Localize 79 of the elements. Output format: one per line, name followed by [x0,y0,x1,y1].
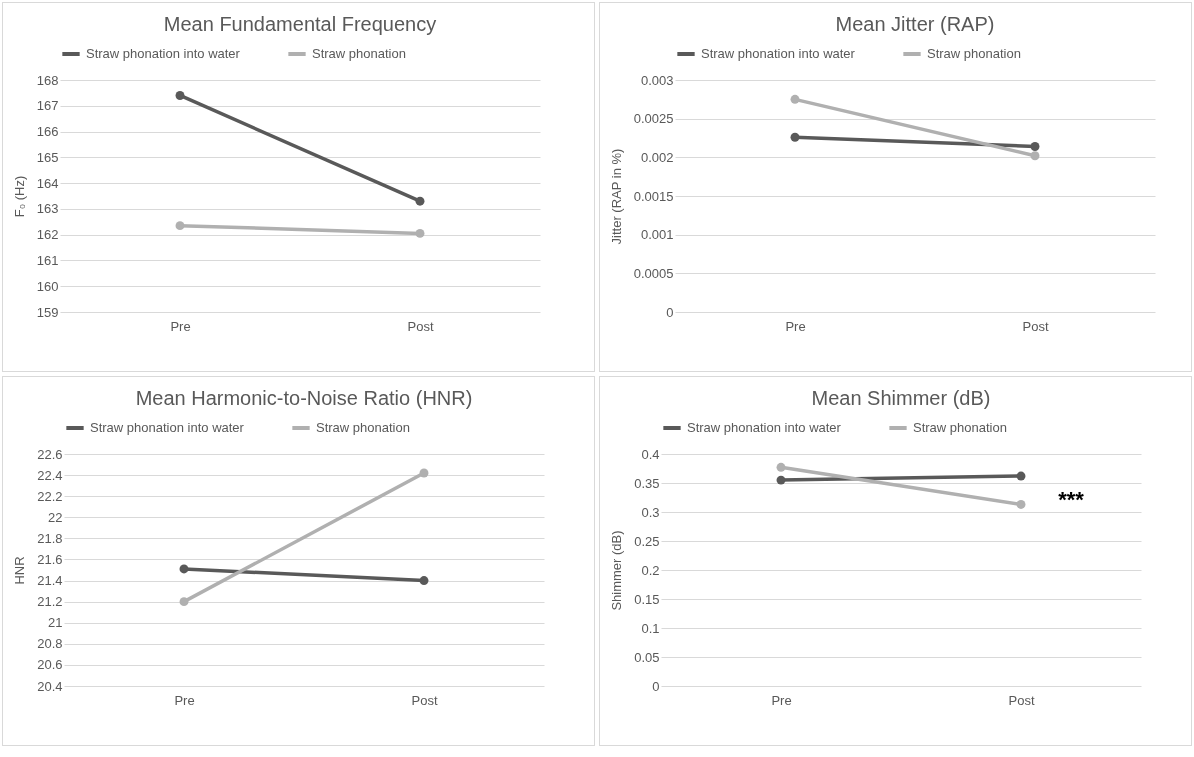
y-tick-label: 0.002 [640,149,674,165]
y-tick-label: 22 [48,509,63,525]
point [1016,471,1026,481]
y-tick-label: 0.0025 [633,111,674,127]
y-axis-title: Shimmer (dB) [609,530,625,611]
y-tick-label: 22.4 [37,467,63,483]
y-tick-label: 0.4 [641,446,660,462]
y-tick-label: 0.35 [634,475,660,491]
annotation: *** [1058,487,1085,513]
y-tick-label: 0.15 [634,591,660,607]
point [1030,151,1040,161]
y-tick-label: 167 [36,98,59,114]
x-tick-label: Post [1008,692,1035,708]
y-tick-label: 159 [36,304,59,320]
point [175,221,185,231]
y-axis-title: Jitter (RAP in %) [608,148,624,245]
point [179,597,189,607]
legend-label: Straw phonation into water [687,420,842,435]
point [1016,500,1026,509]
y-tick-label: 0.3 [641,504,660,520]
point [1030,142,1040,151]
x-tick-label: Pre [771,692,792,708]
y-tick-label: 160 [36,278,59,294]
y-axis-title: F₀ (Hz) [11,175,27,218]
y-tick-label: 0.003 [640,72,674,88]
chart-title: Mean Shimmer (dB) [811,387,991,409]
legend-label: Straw phonation into water [90,420,245,435]
y-tick-label: 0.25 [634,533,660,549]
y-tick-label: 21.8 [37,530,63,546]
y-tick-label: 165 [36,149,59,165]
point [776,462,786,472]
chart-title: Mean Jitter (RAP) [835,13,995,35]
chart-title: Mean Harmonic-to-Noise Ratio (HNR) [135,387,473,409]
y-tick-label: 21 [48,615,63,631]
x-tick-label: Pre [170,318,191,334]
legend-label: Straw phonation [312,46,406,61]
y-tick-label: 21.2 [37,594,63,610]
y-tick-label: 0 [652,678,660,694]
point [419,576,429,586]
y-tick-label: 21.4 [37,573,63,589]
y-tick-label: 0.0005 [633,265,674,281]
y-tick-label: 22.6 [37,446,63,462]
y-tick-label: 0.0015 [633,188,674,204]
y-tick-label: 0.2 [641,562,660,578]
point [790,94,800,104]
point [419,468,429,478]
y-tick-label: 163 [36,201,59,217]
legend-label: Straw phonation into water [701,46,856,61]
y-tick-label: 20.6 [37,657,63,673]
y-tick-label: 0.05 [634,649,660,665]
chart-title: Mean Fundamental Frequency [163,13,437,35]
y-axis-title: HNR [12,556,28,585]
point [415,196,425,206]
y-tick-label: 20.4 [37,678,63,694]
y-tick-label: 0.001 [640,227,674,243]
y-tick-label: 22.2 [37,488,63,504]
y-tick-label: 0.1 [641,620,660,636]
point [175,91,185,100]
x-tick-label: Pre [174,692,195,708]
x-tick-label: Post [407,318,434,334]
x-tick-label: Post [411,692,438,708]
point [179,564,189,574]
point [790,132,800,142]
point [776,475,786,485]
legend-label: Straw phonation into water [86,46,241,61]
y-tick-label: 20.8 [37,636,63,652]
x-tick-label: Post [1022,318,1049,334]
point [415,228,425,238]
y-tick-label: 21.6 [37,551,63,567]
y-tick-label: 161 [36,252,59,268]
legend-label: Straw phonation [316,420,410,435]
y-tick-label: 164 [36,175,59,191]
y-tick-label: 162 [36,227,59,243]
x-tick-label: Pre [785,318,806,334]
legend-label: Straw phonation [913,420,1007,435]
legend-label: Straw phonation [927,46,1021,61]
y-tick-label: 166 [36,124,59,140]
y-tick-label: 0 [666,304,674,320]
y-tick-label: 168 [36,72,59,88]
